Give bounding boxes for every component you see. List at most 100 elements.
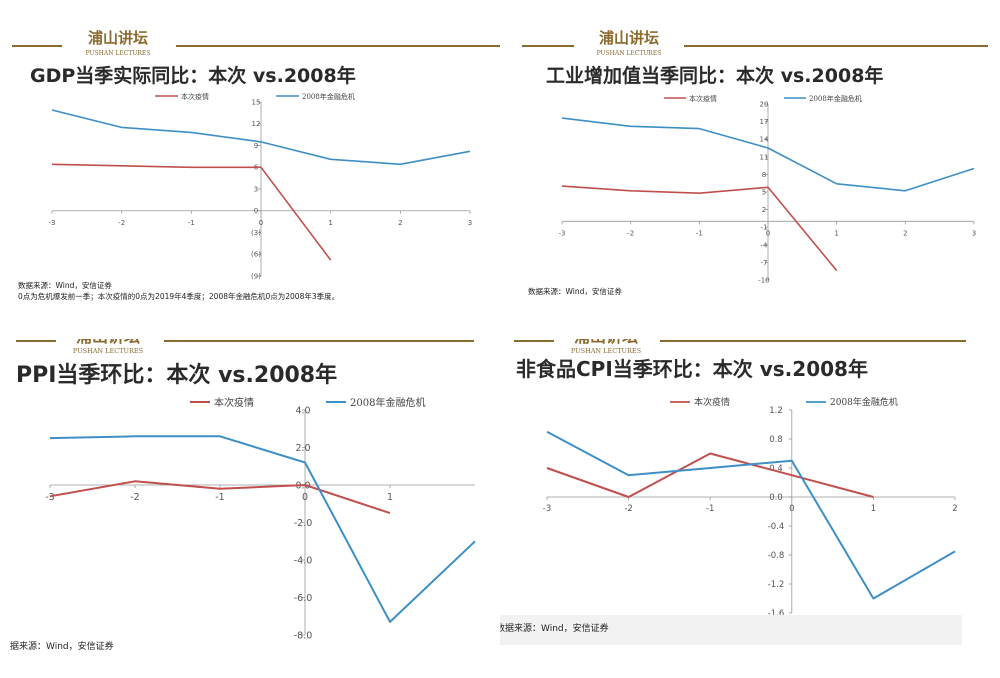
x-tick-label: -1 <box>706 504 714 514</box>
legend: 本次疫情 2008年金融危机 <box>670 396 898 408</box>
x-tick-label: 3 <box>972 229 976 237</box>
x-tick-label: -2 <box>118 219 125 227</box>
y-tick-label: -1 <box>761 224 768 232</box>
y-tick-label: -10 <box>758 276 769 284</box>
chart-panel-cpi: 浦山讲坛 PUSHAN LECTURES 非食品CPI当季环比：本次 vs.20… <box>500 339 1000 678</box>
series-line-2008 <box>51 109 471 166</box>
source-note-bg <box>500 615 962 645</box>
x-tick-label: -3 <box>45 492 54 503</box>
brand-logo-sub: PUSHAN LECTURES <box>86 50 151 57</box>
x-tick-label: -1 <box>696 229 703 237</box>
y-tick-label: -8.0 <box>294 630 313 641</box>
x-tick-label: 0 <box>259 219 263 227</box>
y-tick-label: -1.2 <box>768 580 785 590</box>
y-tick-label: 0.0 <box>769 493 783 503</box>
brand-logo: 浦山讲坛 <box>76 339 140 346</box>
source-note: 数据来源：Wind，安信证券 <box>528 286 622 296</box>
chart-title: 工业增加值当季同比：本次 vs.2008年 <box>546 64 883 87</box>
x-tick-label: 1 <box>871 504 876 514</box>
brand-header: 浦山讲坛 PUSHAN LECTURES <box>12 29 500 57</box>
legend-label-red: 本次疫情 <box>689 94 717 103</box>
y-tick-label: 15 <box>252 98 261 106</box>
y-tick-label: 17 <box>760 118 769 126</box>
series-line-current <box>49 480 391 515</box>
x-tick-label: -1 <box>188 219 195 227</box>
x-tick-label: 0 <box>789 504 794 514</box>
y-tick-label: 11 <box>760 153 769 161</box>
series-line-current <box>51 163 332 261</box>
brand-logo-sub: PUSHAN LECTURES <box>597 50 662 57</box>
series-line-2008 <box>49 435 476 623</box>
legend-label-red: 本次疫情 <box>181 92 209 101</box>
y-tick-label: -0.4 <box>768 522 785 532</box>
x-tick-label: -1 <box>215 492 224 503</box>
chart-panel-ppi: 浦山讲坛 PUSHAN LECTURES PPI当季环比：本次 vs.2008年… <box>0 339 500 678</box>
legend-label-blue: 2008年金融危机 <box>809 94 862 103</box>
legend-label-blue: 2008年金融危机 <box>302 92 355 101</box>
legend-label-red: 本次疫情 <box>214 396 254 409</box>
y-tick-label: -6.0 <box>294 593 313 604</box>
legend: 本次疫情 2008年金融危机 <box>190 396 425 409</box>
legend-label-red: 本次疫情 <box>694 396 730 408</box>
x-tick-label: -3 <box>543 504 551 514</box>
y-tick-label: 3 <box>254 185 258 193</box>
y-tick-label: (3) <box>251 229 261 237</box>
x-tick-label: 0 <box>766 229 770 237</box>
source-note: 据来源：Wind，安信证券 <box>10 640 114 652</box>
x-tick-label: -3 <box>49 219 56 227</box>
x-tick-label: 2 <box>398 219 402 227</box>
legend: 本次疫情 2008年金融危机 <box>155 92 355 101</box>
y-tick-label: -4.0 <box>294 555 313 566</box>
chart-title: 非食品CPI当季环比：本次 vs.2008年 <box>516 357 868 381</box>
y-tick-label: 9 <box>254 142 258 150</box>
x-tick-label: -2 <box>624 504 632 514</box>
x-tick-label: 0 <box>302 492 308 503</box>
brand-header: 浦山讲坛 PUSHAN LECTURES <box>522 29 988 57</box>
chart-svg: 浦山讲坛 PUSHAN LECTURES GDP当季实际同比：本次 vs.200… <box>12 29 500 301</box>
brand-logo: 浦山讲坛 <box>88 29 148 47</box>
y-tick-label: 2 <box>762 206 766 214</box>
brand-logo-sub: PUSHAN LECTURES <box>571 347 641 355</box>
x-tick-label: 1 <box>328 219 332 227</box>
y-tick-label: (6) <box>251 251 261 259</box>
chart-panel-gdp: 浦山讲坛 PUSHAN LECTURES GDP当季实际同比：本次 vs.200… <box>0 0 500 339</box>
y-tick-label: 8 <box>762 171 766 179</box>
brand-logo: 浦山讲坛 <box>574 339 638 346</box>
y-tick-label: 20 <box>760 100 769 108</box>
x-tick-label: 1 <box>387 492 393 503</box>
brand-logo: 浦山讲坛 <box>599 29 659 47</box>
y-tick-label: 0.8 <box>769 435 783 445</box>
y-tick-label: -4 <box>761 241 769 249</box>
x-tick-label: -3 <box>559 229 566 237</box>
y-tick-label: 4.0 <box>295 405 310 416</box>
chart-svg: 浦山讲坛 PUSHAN LECTURES 工业增加值当季同比：本次 vs.200… <box>522 29 988 296</box>
brand-header: 浦山讲坛 PUSHAN LECTURES <box>514 339 966 355</box>
y-tick-label: 1.2 <box>769 406 783 416</box>
y-tick-label: 0.4 <box>769 464 783 474</box>
chart-svg: 浦山讲坛 PUSHAN LECTURES PPI当季环比：本次 vs.2008年… <box>10 339 476 652</box>
legend: 本次疫情 2008年金融危机 <box>664 94 862 103</box>
x-tick-label: -2 <box>130 492 139 503</box>
series-line-current <box>546 452 874 498</box>
y-tick-label: (9) <box>251 272 261 280</box>
x-tick-label: -2 <box>627 229 634 237</box>
y-tick-label: 12 <box>252 120 261 128</box>
y-tick-label: -1.6 <box>768 609 785 619</box>
chart-title: PPI当季环比：本次 vs.2008年 <box>16 362 337 388</box>
y-tick-label: -7 <box>761 259 768 267</box>
footnote: 0点为危机爆发前一季；本次疫情的0点为2019年4季度；2008年金融危机0点为… <box>18 291 339 301</box>
y-tick-label: -0.8 <box>768 551 785 561</box>
x-tick-label: 2 <box>903 229 907 237</box>
y-tick-label: 0 <box>254 207 258 215</box>
chart-svg: 浦山讲坛 PUSHAN LECTURES 非食品CPI当季环比：本次 vs.20… <box>500 339 966 645</box>
y-tick-label: -2.0 <box>294 518 313 529</box>
series-line-current <box>561 185 838 272</box>
source-note: 数据来源：Wind，安信证券 <box>500 622 609 634</box>
x-tick-label: 1 <box>834 229 838 237</box>
source-note: 数据来源：Wind，安信证券 <box>18 280 112 290</box>
x-tick-label: 3 <box>468 219 472 227</box>
chart-title: GDP当季实际同比：本次 vs.2008年 <box>30 64 356 87</box>
brand-logo-sub: PUSHAN LECTURES <box>73 347 143 355</box>
legend-label-blue: 2008年金融危机 <box>350 396 425 409</box>
legend-label-blue: 2008年金融危机 <box>830 396 898 408</box>
